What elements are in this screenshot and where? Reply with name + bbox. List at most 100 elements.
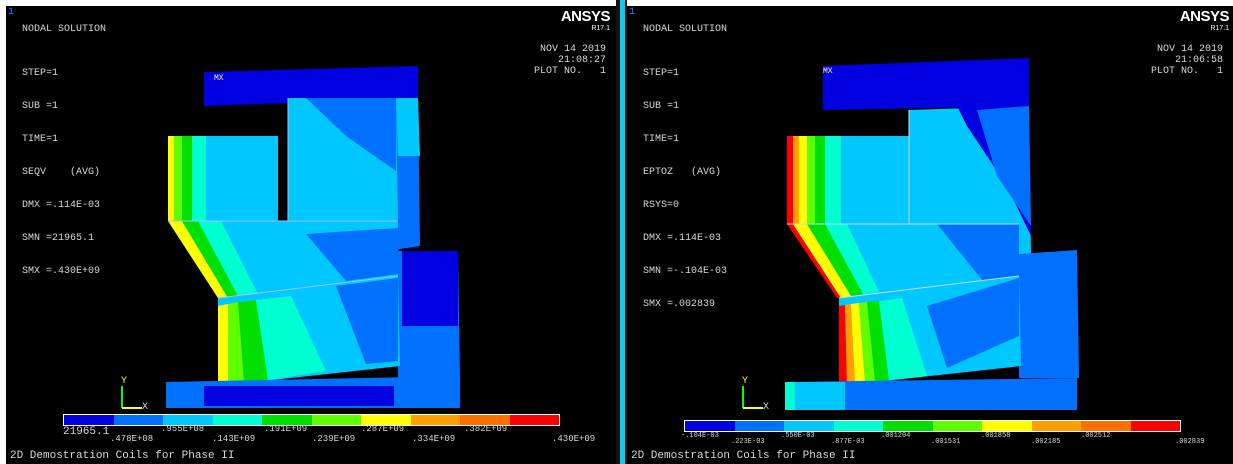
legend-label: .143E+09 <box>212 434 256 444</box>
left-upper-green2 <box>807 136 815 224</box>
left-upper-red <box>787 136 793 224</box>
contour-legend-bar <box>63 414 560 426</box>
legend-swatch <box>932 421 982 431</box>
legend-swatch <box>163 415 213 425</box>
stat-rsys: RSYS=0 <box>643 200 680 211</box>
legend-swatch <box>734 421 784 431</box>
axis-x-label: X <box>142 402 149 413</box>
legend-swatch <box>883 421 933 431</box>
stat-result: SEQV (AVG) <box>22 167 101 178</box>
legend-label: .550E-03 <box>781 432 815 440</box>
legend-swatch <box>784 421 834 431</box>
top-plate <box>204 66 418 106</box>
stats-block: STEP=1 SUB =1 TIME=1 EPTOZ (AVG) RSYS=0 … <box>643 46 727 332</box>
base-plate-center <box>204 386 394 406</box>
legend-label: .239E+09 <box>312 434 356 444</box>
legend-swatch <box>262 415 312 425</box>
plot-time: 21:06:58 <box>1174 55 1223 66</box>
base-plate-cyan <box>795 382 845 410</box>
legend-label: .191E+09 <box>264 424 308 434</box>
stat-step: STEP=1 <box>22 68 59 79</box>
panel-divider[interactable] <box>620 0 625 464</box>
stats-block: STEP=1 SUB =1 TIME=1 SEQV (AVG) DMX =.11… <box>22 46 100 299</box>
mx-marker: MX <box>214 74 224 83</box>
plot-footer: 2D Demostration Coils for Phase II <box>10 450 235 462</box>
version-label: R17.1 <box>1210 25 1229 32</box>
left-upper-green <box>182 136 192 221</box>
top-plate <box>823 58 1029 110</box>
stat-step: STEP=1 <box>643 68 680 79</box>
plot-time: 21:08:27 <box>557 55 606 66</box>
left-plot-window[interactable]: 1 NODAL SOLUTION STEP=1 SUB =1 TIME=1 SE… <box>6 6 616 464</box>
right-column-highstrip <box>396 98 420 156</box>
stat-result: EPTOZ (AVG) <box>643 167 722 178</box>
plot-date: NOV 14 2019 <box>539 44 606 55</box>
axis-triad-icon <box>121 386 142 409</box>
right-plot-window[interactable]: 1 NODAL SOLUTION STEP=1 SUB =1 TIME=1 EP… <box>627 6 1233 464</box>
right-contour-plot <box>785 58 1079 410</box>
right-lower-block <box>1019 250 1079 378</box>
plot-title: NODAL SOLUTION <box>22 24 107 35</box>
legend-swatch <box>113 415 163 425</box>
window-number: 1 <box>8 7 15 18</box>
legend-swatch <box>1130 421 1180 431</box>
lower-green2 <box>859 302 875 382</box>
legend-swatch <box>833 421 883 431</box>
left-upper-cyan <box>192 136 206 221</box>
lower-teal <box>256 296 326 380</box>
stat-smx: SMX =.002839 <box>643 299 716 310</box>
window-number: 1 <box>629 7 636 18</box>
legend-swatch <box>1031 421 1081 431</box>
plot-date: NOV 14 2019 <box>1156 44 1223 55</box>
stat-dmx: DMX =.114E-03 <box>22 200 101 211</box>
mid-band-blue <box>937 224 1019 286</box>
legend-swatch <box>410 415 460 425</box>
left-upper-green <box>815 136 825 224</box>
legend-label: .430E+09 <box>552 434 596 444</box>
lower-orange <box>228 302 244 384</box>
lower-teal <box>879 298 927 380</box>
lower-yellow <box>851 303 865 383</box>
mid-band-warm <box>168 221 228 298</box>
stat-time: TIME=1 <box>22 134 59 145</box>
plot-number: PLOT NO. 1 <box>1150 66 1223 77</box>
legend-label: .002512 <box>1081 432 1111 440</box>
legend-label: -.104E-03 <box>681 432 719 440</box>
lower-orange <box>845 304 855 384</box>
right-lower-dark <box>402 251 458 326</box>
legend-swatch <box>361 415 411 425</box>
legend-label: .223E-03 <box>731 438 765 446</box>
axis-x-label: X <box>763 402 770 413</box>
mx-marker: MX <box>823 67 833 76</box>
mid-band-green <box>807 224 863 296</box>
legend-label: .955E+08 <box>161 424 205 434</box>
left-upper-yellow <box>168 136 174 221</box>
lower-blue <box>336 278 398 364</box>
base-plate <box>785 378 1077 410</box>
plot-footer: 2D Demostration Coils for Phase II <box>631 450 856 462</box>
legend-swatch <box>64 415 114 425</box>
plot-title: NODAL SOLUTION <box>643 24 728 35</box>
mid-band-yellow <box>793 224 851 298</box>
stat-sub: SUB =1 <box>22 101 59 112</box>
stat-smn: SMN =21965.1 <box>22 233 95 244</box>
left-upper-yellow <box>799 136 807 224</box>
legend-label: .478E+08 <box>110 434 154 444</box>
mid-band-teal <box>198 221 258 296</box>
mid-band-blue <box>306 228 398 281</box>
legend-swatch <box>311 415 361 425</box>
plot-number: PLOT NO. 1 <box>533 66 606 77</box>
stat-smx: SMX =.430E+09 <box>22 266 101 277</box>
stat-sub: SUB =1 <box>643 101 680 112</box>
legend-label: .382E+09 <box>464 424 508 434</box>
base-plate-teal <box>785 382 795 410</box>
left-contour-plot <box>166 66 460 408</box>
right-column-dark2 <box>977 106 1031 226</box>
legend-swatch <box>460 415 510 425</box>
axis-y-label: Y <box>121 376 128 387</box>
contour-legend-bar <box>684 420 1181 432</box>
legend-label: .001531 <box>931 438 961 446</box>
legend-swatch <box>1081 421 1131 431</box>
stat-dmx: DMX =.114E-03 <box>643 233 722 244</box>
mid-band-green <box>182 221 238 298</box>
